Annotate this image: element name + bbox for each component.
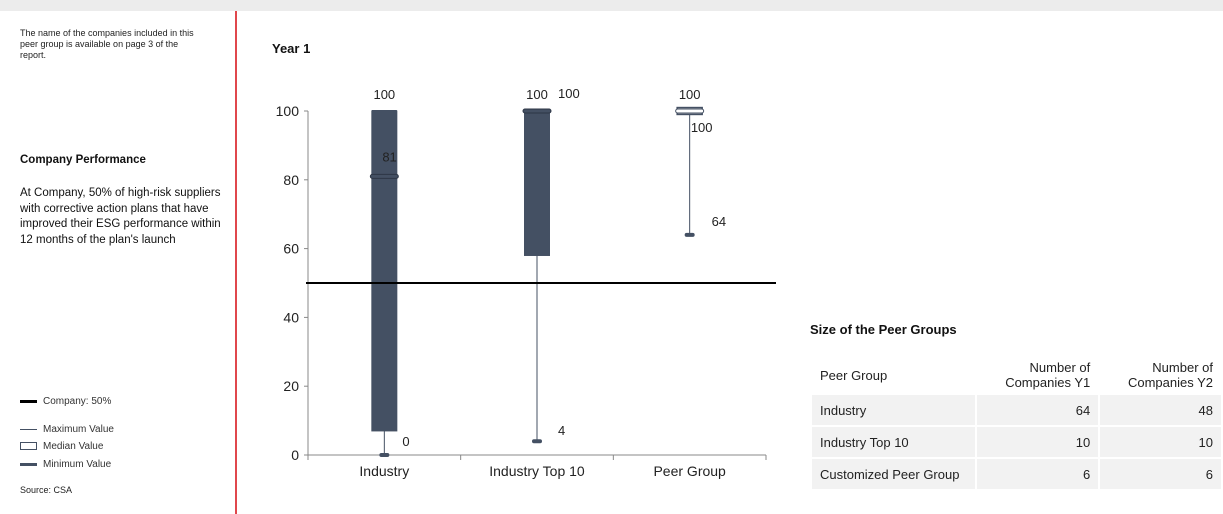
median-marker	[675, 108, 705, 114]
box-body	[524, 110, 550, 256]
cell-group: Industry	[812, 395, 976, 425]
peer-groups-table: Peer Group Number of Companies Y1 Number…	[810, 355, 1223, 491]
maximum-swatch	[20, 428, 37, 430]
data-label-min: 4	[558, 423, 565, 438]
minimum-swatch	[20, 462, 37, 466]
data-label-max: 100	[526, 87, 548, 102]
data-label-max: 100	[679, 87, 701, 102]
x-tick-label: Industry	[359, 463, 409, 479]
x-tick-label: Industry Top 10	[489, 463, 585, 479]
table-title: Size of the Peer Groups	[810, 322, 957, 337]
company-line-swatch	[20, 399, 37, 403]
sidebar	[0, 11, 237, 514]
header-companies-y1: Number of Companies Y1	[1005, 360, 1091, 390]
performance-title: Company Performance	[20, 154, 146, 166]
top-bar	[0, 0, 1223, 11]
legend-company-label: Company: 50%	[43, 395, 112, 407]
x-tick-label: Peer Group	[653, 463, 726, 479]
legend-median-label: Median Value	[43, 440, 104, 452]
data-label-min: 64	[712, 214, 726, 229]
cell-group: Customized Peer Group	[812, 459, 976, 489]
cell-y1: 10	[977, 427, 1099, 457]
peer-group-note: The name of the companies included in th…	[20, 28, 194, 60]
y-tick-label: 80	[283, 172, 299, 188]
median-swatch	[20, 442, 37, 450]
data-label-median: 100	[691, 120, 713, 135]
data-label-max: 100	[373, 87, 395, 102]
min-marker	[532, 439, 542, 444]
data-label-median: 100	[558, 86, 580, 101]
header-peer-group: Peer Group	[820, 367, 888, 383]
min-marker	[379, 453, 390, 457]
table-row: Industry 64 48	[812, 395, 1221, 425]
cell-y1: 64	[977, 395, 1099, 425]
y-tick-label: 40	[283, 309, 299, 325]
y-tick-label: 0	[291, 447, 299, 463]
chart-title: Year 1	[272, 41, 311, 56]
table-row: Customized Peer Group 6 6	[812, 459, 1221, 489]
table-row: Industry Top 10 10 10	[812, 427, 1221, 457]
y-tick-label: 20	[283, 378, 299, 394]
data-label-median: 81	[382, 149, 396, 164]
min-marker	[684, 232, 695, 237]
performance-text: At Company, 50% of high-risk suppliers w…	[20, 187, 221, 246]
y-tick-label: 60	[283, 241, 299, 257]
data-label-min: 0	[402, 434, 409, 449]
source-note: Source: CSA	[20, 485, 73, 495]
box-body	[371, 110, 398, 432]
median-marker	[522, 108, 552, 114]
y-tick-label: 100	[276, 103, 300, 119]
legend-median: Median Value	[20, 439, 103, 453]
legend-minimum: Minimum Value	[20, 457, 111, 471]
header-companies-y2: Number of Companies Y2	[1127, 360, 1213, 390]
max-marker	[371, 110, 397, 112]
legend-company: Company: 50%	[20, 394, 111, 408]
cell-y2: 6	[1100, 459, 1221, 489]
cell-y2: 48	[1100, 395, 1221, 425]
legend-maximum-label: Maximum Value	[43, 423, 114, 435]
cell-y1: 6	[977, 459, 1099, 489]
cell-y2: 10	[1100, 427, 1221, 457]
table-header-row: Peer Group Number of Companies Y1 Number…	[812, 357, 1221, 393]
legend-maximum: Maximum Value	[20, 422, 114, 436]
median-marker	[369, 173, 399, 179]
cell-group: Industry Top 10	[812, 427, 976, 457]
legend-minimum-label: Minimum Value	[43, 458, 112, 470]
